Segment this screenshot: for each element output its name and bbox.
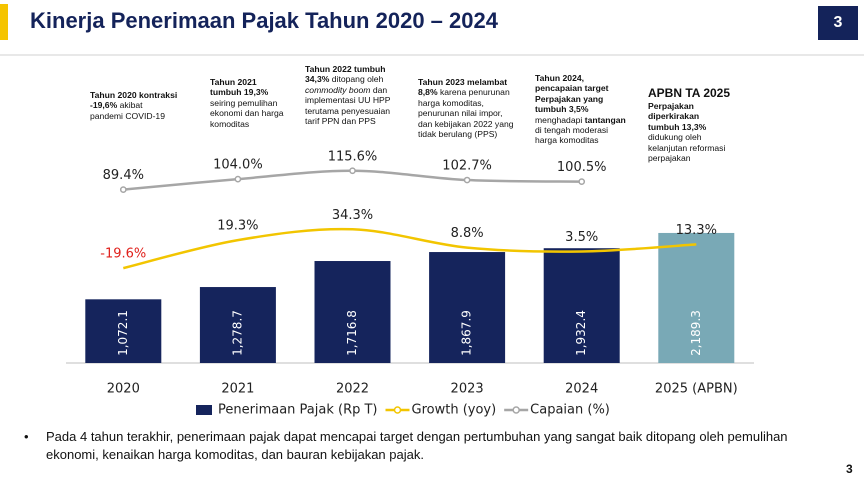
bar-value-label: 1,072.1 (116, 310, 130, 356)
line-marker (349, 167, 356, 175)
x-tick-label: 2020 (107, 382, 140, 397)
bar (658, 232, 735, 363)
annotation-text: ditopang oleh (329, 74, 384, 85)
annotation-text: Tahun 2023 melambat (418, 77, 508, 87)
annotation-text: seiring pemulihan (210, 97, 278, 108)
annotation-text: -19,6% (90, 100, 118, 111)
annotation-text: kelanjutan reformasi (648, 142, 726, 153)
annotation-text: implementasi UU HPP (305, 95, 391, 106)
annotation-text: commodity boom (305, 84, 371, 95)
line-value-label: 19.3% (217, 219, 258, 234)
bullet-dot: • (24, 429, 29, 444)
accent-bar (0, 4, 8, 40)
page-badge: 3 (818, 6, 858, 40)
annotation-text: 8,8% (418, 87, 438, 98)
annotation-text: 34,3% (305, 74, 330, 85)
annotation-text: ekonomi dan harga (210, 108, 284, 119)
x-tick-label: 2022 (336, 382, 369, 397)
annotation: Tahun 2024, pencapaian target Perpajakan… (535, 73, 626, 146)
line-value-label: 89.4% (103, 168, 144, 183)
bar (199, 287, 276, 363)
legend-marker (512, 406, 520, 414)
annotation-text: Tahun 2021 (210, 77, 257, 87)
line-marker (119, 186, 127, 193)
annotation-text: pencapaian target (535, 83, 609, 94)
bar (429, 252, 506, 363)
annotation-text: diperkirakan (648, 111, 700, 122)
bar-value-label: 1,932.4 (574, 310, 588, 356)
bar (314, 261, 391, 363)
bullet-point: • Pada 4 tahun terakhir, penerimaan paja… (24, 428, 824, 464)
line-series (123, 227, 697, 270)
annotation-text: tarif PPN dan PPS (305, 116, 376, 127)
annotation-text: akibat (117, 100, 143, 111)
bullet-text: Pada 4 tahun terakhir, penerimaan pajak … (46, 429, 788, 462)
annotation-text: harga komoditas (535, 135, 599, 146)
slide-title: Kinerja Penerimaan Pajak Tahun 2020 – 20… (30, 8, 498, 33)
legend-label: Capaian (%) (530, 403, 610, 418)
annotation-text: Tahun 2024, (535, 73, 585, 83)
line-value-label: 3.5% (565, 230, 598, 245)
line-value-label: -19.6% (100, 247, 146, 262)
annotation-text: dan (370, 84, 388, 95)
annotation-text: terutama penyesuaian (305, 105, 391, 116)
bar-value-label: 1,716.8 (345, 310, 359, 356)
bar (543, 248, 620, 363)
annotation: Tahun 2020 kontraksi -19,6% akibat pande… (90, 90, 177, 121)
annotation-text: dan kebijakan 2022 yang (418, 118, 514, 129)
annotation-text: Perpajakan yang (535, 93, 604, 104)
annotation: Tahun 2022 tumbuh 34,3% ditopang oleh co… (305, 64, 390, 126)
annotation-text: karena penurunan (437, 87, 510, 98)
line-marker (578, 178, 586, 185)
legend-marker (393, 406, 402, 414)
bar-value-label: 1,278.7 (230, 310, 244, 356)
line-value-label: 104.0% (213, 158, 263, 173)
legend-swatch (196, 405, 212, 415)
annotation-text: Perpajakan (648, 101, 694, 111)
annotation-text: di tengah moderasi (535, 125, 609, 136)
line-value-label: 100.5% (557, 160, 607, 175)
x-tick-label: 2025 (APBN) (655, 382, 738, 397)
annotation: Tahun 2023 melambat 8,8% karena penuruna… (418, 77, 514, 139)
legend-label: Growth (yoy) (412, 403, 497, 418)
page-number: 3 (846, 462, 853, 476)
annotation: APBN TA 2025 Perpajakan diperkirakan tum… (648, 86, 730, 163)
annotation-heading: APBN TA 2025 (648, 86, 731, 100)
line-marker (234, 175, 242, 183)
annotation-text: tidak berulang (PPS) (418, 129, 498, 140)
line-value-label: 8.8% (451, 226, 484, 241)
annotation-text: Tahun 2022 tumbuh (305, 64, 386, 74)
annotation-text: tantangan (584, 114, 626, 125)
annotation-text: didukung oleh (648, 132, 702, 143)
bar-value-label: 2,189.3 (689, 310, 703, 356)
line-value-label: 115.6% (328, 149, 378, 164)
annotation: Tahun 2021 tumbuh 19,3% seiring pemuliha… (210, 77, 284, 129)
line-value-label: 102.7% (442, 159, 492, 174)
annotation-text: perpajakan (648, 153, 691, 164)
annotation-text: Tahun 2020 kontraksi (90, 90, 178, 100)
x-tick-label: 2023 (451, 382, 484, 397)
x-tick-label: 2024 (565, 382, 598, 397)
annotation-text: tumbuh 13,3% (648, 121, 707, 132)
bar-value-label: 1,867.9 (460, 310, 474, 356)
line-value-label: 13.3% (676, 223, 717, 238)
annotation-text: menghadapi (535, 114, 585, 125)
x-tick-label: 2021 (221, 382, 254, 397)
bar (85, 299, 162, 363)
annotation-text: harga komoditas, (418, 97, 484, 108)
annotation-text: tumbuh 19,3% (210, 87, 269, 98)
annotation-text: tumbuh 3,5% (535, 104, 589, 115)
annotation-text: komoditas (210, 118, 250, 129)
legend-label: Penerimaan Pajak (Rp T) (218, 403, 378, 418)
line-value-label: 34.3% (332, 208, 373, 223)
line-marker (463, 176, 471, 184)
annotation-text: pandemi COVID-19 (90, 110, 165, 121)
annotation-text: penurunan nilai impor, (418, 108, 503, 119)
